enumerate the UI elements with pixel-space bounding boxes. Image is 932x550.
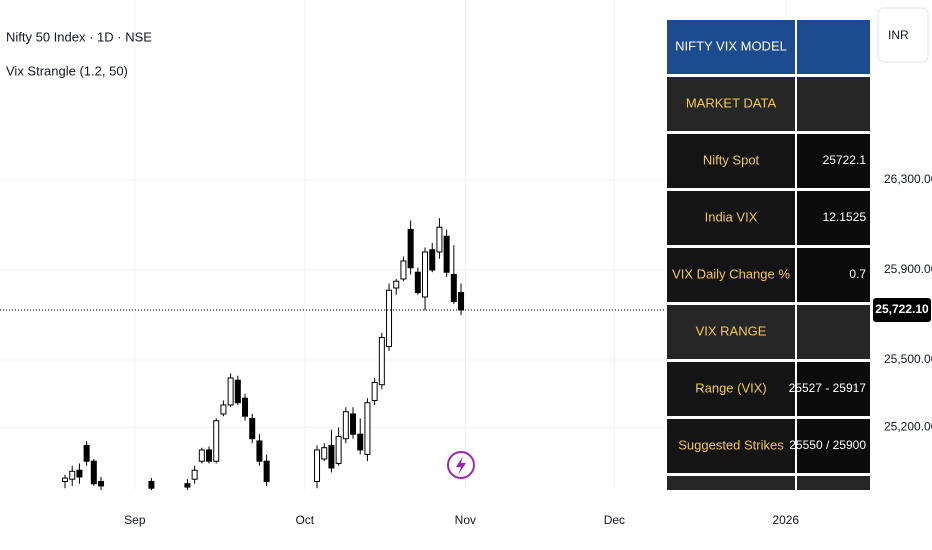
row-label: VIX Daily Change % <box>672 266 790 281</box>
symbol-title: Nifty 50 Index · 1D · NSE <box>6 29 152 44</box>
table-cell <box>797 77 870 131</box>
table-cell <box>797 134 870 188</box>
last-price-box <box>873 297 931 322</box>
candle-body <box>69 470 76 480</box>
table-cell <box>797 248 870 302</box>
title-cell <box>797 20 870 74</box>
table: NIFTY VIX MODEL MARKET DATA Nifty Spot 2572… <box>666 18 871 490</box>
row-label: Range (VIX) <box>695 380 767 395</box>
candle-body <box>429 249 436 271</box>
currency: INR <box>888 28 909 42</box>
candle-body <box>350 413 357 435</box>
candle-body <box>90 460 97 485</box>
indicator-title: Vix Strangle (1.2, 50) <box>6 63 128 78</box>
y-tick-label: 25,200.00 <box>884 420 932 434</box>
table-cell <box>667 134 795 188</box>
title-cell <box>667 20 795 74</box>
plot-area <box>0 218 870 490</box>
x-tick-label: Sep <box>124 513 146 527</box>
table-cell <box>667 191 795 245</box>
candle-body <box>342 411 349 440</box>
candle-body <box>314 449 321 482</box>
candle-body <box>393 280 400 289</box>
candle-body <box>234 379 241 404</box>
y-tick-label: 25,500.00 <box>884 352 932 366</box>
candle-body <box>148 480 155 489</box>
x-tick-label: 2026 <box>772 513 799 527</box>
candle-body <box>198 449 205 462</box>
candle-body <box>335 435 342 464</box>
section-label: MARKET DATA <box>686 95 777 110</box>
candle-body <box>256 440 263 462</box>
flash-icon[interactable] <box>447 451 475 479</box>
candle-body <box>213 420 220 462</box>
table-title: NIFTY VIX MODEL <box>675 38 787 53</box>
axes: 25,200.00 25,500.00 25,900.00 26,300.00 Sep O… <box>124 172 932 527</box>
table-cell <box>667 362 795 416</box>
table-cell <box>667 77 795 131</box>
candle-body <box>386 289 393 347</box>
section-label: VIX RANGE <box>696 323 767 338</box>
candle-body <box>62 477 69 482</box>
row-value: 25550 / 25900 <box>789 438 866 452</box>
candle-body <box>450 273 457 302</box>
table-cell <box>797 476 870 490</box>
table-cell <box>667 248 795 302</box>
candle-body <box>414 271 421 293</box>
row-label: India VIX <box>705 209 758 224</box>
row-value: 25527 - 25917 <box>789 381 867 395</box>
currency-box[interactable] <box>877 7 929 63</box>
candle-body <box>242 397 249 417</box>
candle-body <box>443 235 450 273</box>
x-tick-label: Oct <box>295 513 314 527</box>
row-value: 12.1525 <box>823 210 867 224</box>
row-label: Nifty Spot <box>703 152 760 167</box>
candle-body <box>83 444 90 462</box>
candle-body <box>407 228 414 269</box>
candle-body <box>263 460 270 482</box>
table-cell <box>797 362 870 416</box>
table-cell <box>797 419 870 473</box>
candle-body <box>76 469 83 478</box>
x-tick-label: Dec <box>604 513 625 527</box>
candle-body <box>184 483 191 488</box>
candle-body <box>98 480 105 487</box>
table-cell <box>797 191 870 245</box>
candle-body <box>227 377 234 406</box>
candle-body <box>206 449 213 462</box>
candle-body <box>364 402 371 455</box>
table-cell <box>667 305 795 359</box>
candle-body <box>400 260 407 280</box>
candle-body <box>357 433 364 451</box>
table-cell <box>667 419 795 473</box>
y-tick-label: 25,900.00 <box>884 262 932 276</box>
row-value: 0.7 <box>849 267 866 281</box>
candle-body <box>378 336 385 386</box>
candle-body <box>220 404 227 415</box>
candle-body <box>422 251 429 298</box>
last-price-label: 25,722.10 <box>875 302 929 316</box>
row-label: Suggested Strikes <box>678 437 784 452</box>
candle-body <box>191 469 198 480</box>
table-cell <box>667 476 795 490</box>
candle-body <box>249 417 256 440</box>
candle-body <box>371 381 378 401</box>
candle-body <box>458 291 465 311</box>
candle-body <box>321 447 328 460</box>
x-tick-label: Nov <box>455 513 476 527</box>
candle-body <box>436 226 443 253</box>
row-value: 25722.1 <box>823 153 867 167</box>
candle-body <box>328 444 335 469</box>
y-tick-label: 26,300.00 <box>884 172 932 186</box>
table-cell <box>797 305 870 359</box>
